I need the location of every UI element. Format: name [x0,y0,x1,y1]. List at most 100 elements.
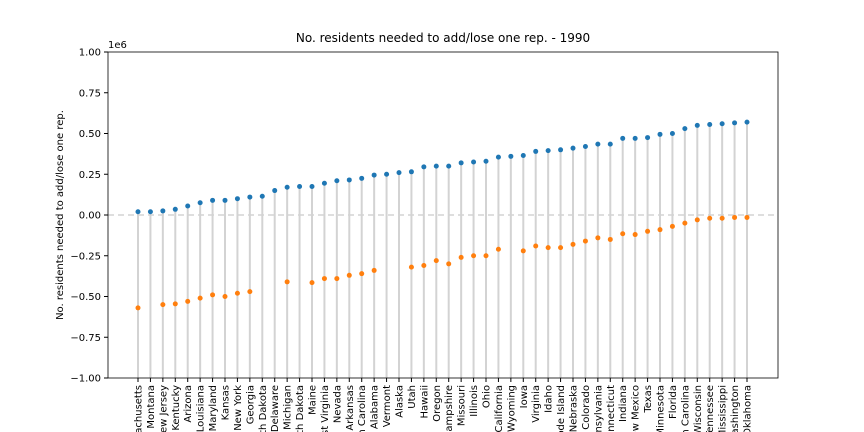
x-tick-label: California [494,385,505,432]
x-tick-label: Tennessee [705,385,716,432]
y-tick-label: −0.50 [70,292,101,303]
x-tick-label: Washington [730,385,741,432]
x-tick-label: Utah [407,385,418,409]
dot [321,180,327,186]
x-tick-label: Maine [308,385,319,415]
dot [533,148,539,154]
dot [483,253,489,259]
dot [495,246,501,252]
x-tick-label: New Hampshire [444,385,455,432]
x-tick-label: Indiana [618,385,629,422]
dot [210,292,216,298]
x-tick-label: Arkansas [345,385,356,431]
dot [421,263,427,269]
dot [595,235,601,241]
dot [570,145,576,151]
x-tick-label: Missouri [457,385,468,426]
dot [744,119,750,125]
dot [582,144,588,150]
x-tick-label: Oklahoma [743,385,754,432]
dot [657,227,663,233]
x-tick-label: Montana [146,385,157,429]
x-tick-label: Georgia [245,385,256,424]
dot [334,178,340,184]
x-tick-label: Louisiana [196,385,207,432]
x-tick-label: Wyoming [506,385,517,432]
dot [458,160,464,166]
x-tick-label: Idaho [544,385,555,413]
dot [297,183,303,189]
dot [172,301,178,307]
x-tick-label: North Dakota [258,385,269,432]
y-tick-label: −1.00 [70,374,101,385]
x-tick-label: New Jersey [158,385,169,432]
x-tick-label: Nebraska [569,385,580,432]
dot [558,147,564,153]
dot [620,231,626,237]
dot [185,298,191,304]
dot [669,131,675,136]
dot [284,279,290,285]
dot [359,175,365,181]
dot [135,209,141,215]
dot [321,276,327,282]
dot [160,302,166,308]
y-tick-label: 0.00 [79,211,101,222]
plot-frame [107,51,779,379]
dot [483,158,489,164]
x-tick-label: Connecticut [606,385,617,432]
dot [632,232,638,238]
dot [259,193,265,199]
x-tick-label: Massachusetts [134,385,145,432]
dot [694,122,700,128]
dot [247,194,253,200]
dot [446,261,452,267]
dot [732,120,738,126]
dot [272,188,278,194]
dot [433,258,439,264]
x-tick-label: Arizona [183,385,194,423]
dot [707,122,713,128]
dot [508,153,514,159]
dot [682,126,688,132]
dot [172,206,178,212]
dot [284,184,290,190]
x-tick-label: Alabama [370,385,381,429]
dot [371,172,377,178]
dot [421,164,427,170]
x-tick-label: Michigan [283,385,294,430]
dot [346,177,352,183]
dot [247,289,253,295]
dot [694,217,700,223]
dot [545,245,551,251]
dot [669,223,675,229]
dot [495,154,501,160]
x-tick-label: Wisconsin [693,385,704,432]
x-tick-label: South Dakota [295,385,306,432]
dot [645,228,651,234]
dot [533,243,539,249]
dot [234,196,240,202]
dot [719,215,725,221]
x-tick-label: Iowa [519,385,530,408]
x-tick-label: Ohio [482,385,493,408]
y-tick-label: 1.00 [79,48,101,59]
dot [408,169,414,175]
y-tick-label: 0.75 [79,88,101,99]
dot [185,203,191,209]
x-tick-label: Delaware [270,385,281,432]
x-tick-label: New Mexico [631,385,642,432]
dot [222,294,228,299]
dot [359,271,365,277]
dot [433,163,439,169]
x-tick-label: Kentucky [171,385,182,431]
dot [607,236,613,242]
dot [309,183,315,189]
dot [346,272,352,278]
dot [657,131,663,137]
dot [682,220,688,226]
x-tick-label: New York [233,385,244,431]
x-tick-label: Maryland [208,385,219,431]
dot [396,170,402,176]
x-tick-label: North Carolina [357,385,368,432]
